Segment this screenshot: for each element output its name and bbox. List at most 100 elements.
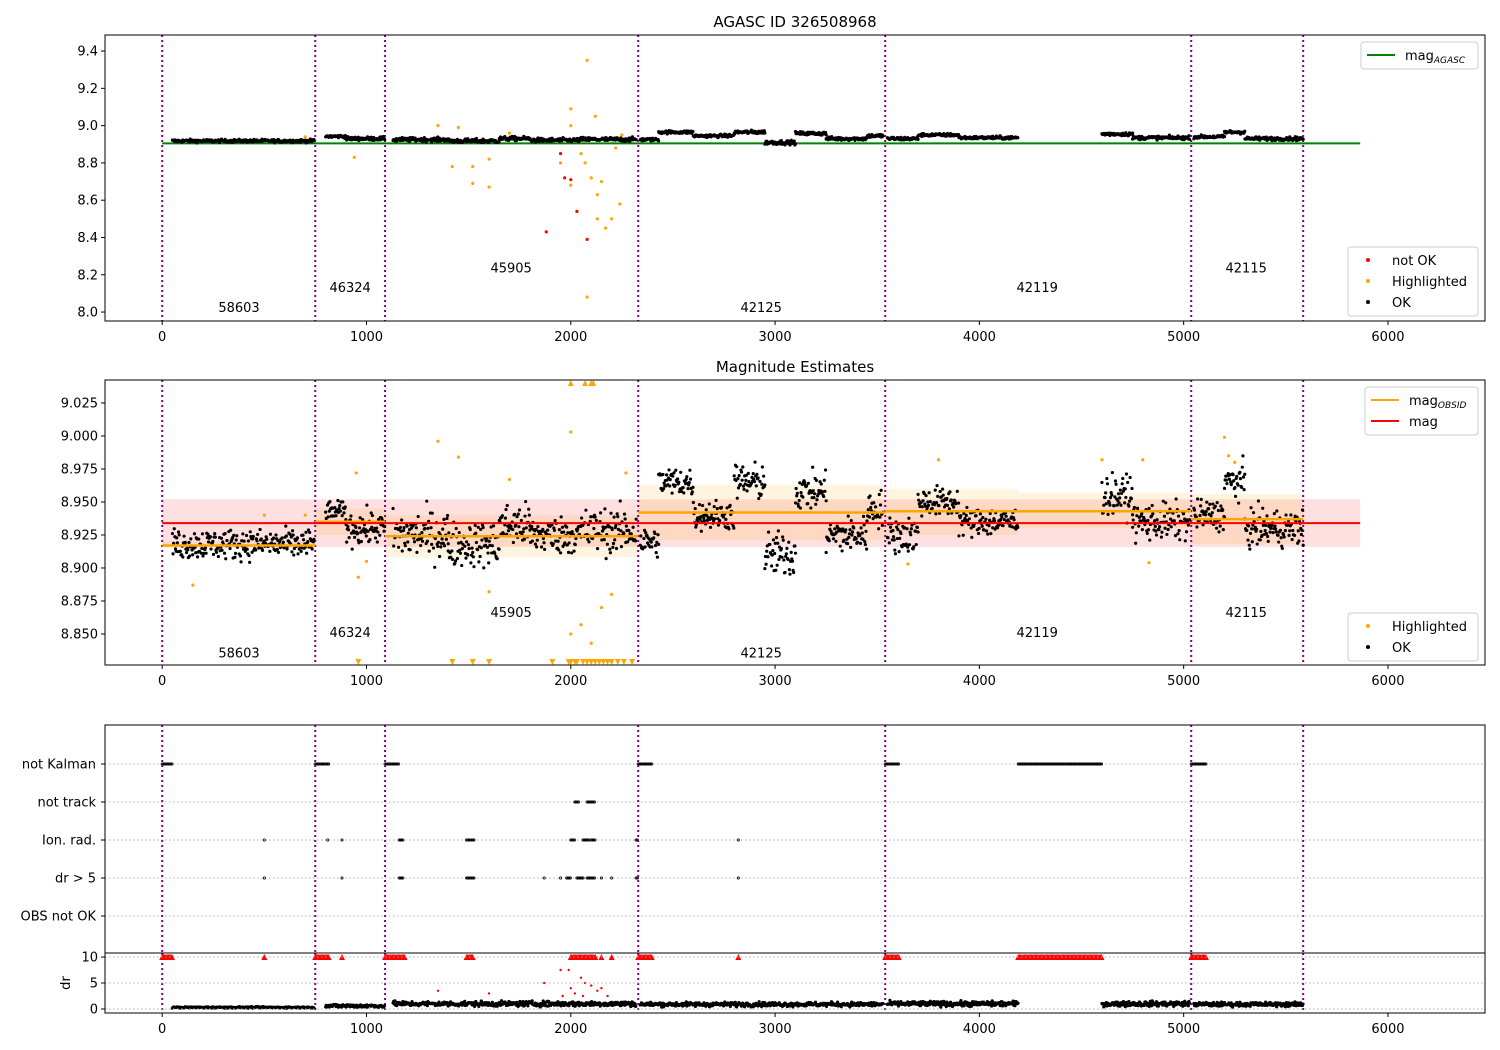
ok-point [824,550,828,555]
ok-point [199,551,203,555]
ok-point [440,537,444,541]
highlighted-point [569,430,573,434]
ok-point [1219,504,1223,508]
ok-point [216,554,220,559]
ok-point [1160,530,1164,534]
ok-point [926,503,931,507]
highlighted-point [936,458,941,462]
ok-point [867,515,872,519]
ok-point [213,532,217,536]
ok-point [1120,482,1124,486]
ok-point [1146,518,1150,523]
ok-point [592,526,596,531]
ok-point [737,473,741,478]
ok-point [430,511,434,515]
ok-point [1119,491,1124,496]
ok-point [557,548,561,552]
dr-point [515,1000,519,1004]
highlighted-point [507,477,512,482]
ok-point [765,549,769,553]
ok-point [449,555,453,559]
ok-point [819,482,823,486]
ok-point [186,548,190,552]
ok-point [1265,514,1269,518]
ok-point [654,551,658,555]
ok-point [1148,538,1152,542]
highlighted-point [1100,458,1104,462]
ok-point [1159,535,1163,539]
ok-point [398,525,403,530]
ok-point [402,526,406,530]
ok-point [824,499,828,503]
ok-point [668,478,672,482]
ok-point [850,533,854,537]
ok-point [1274,530,1278,534]
ok-point [243,549,247,553]
ok-point [546,528,550,532]
flag-marker [581,876,585,880]
ok-point [436,540,441,544]
flag-marker [610,876,614,880]
ok-point [643,545,647,549]
ok-point [1211,502,1215,506]
ok-point [924,493,928,498]
ok-point [691,500,695,505]
ok-point [491,524,496,528]
ok-point [827,539,831,543]
ok-point [1242,488,1246,492]
highlighted-point [569,124,573,128]
ok-point [1187,137,1192,141]
y-tick-label: 9.000 [61,429,98,444]
ok-point [691,129,695,134]
ok-point [1276,533,1280,537]
ok-point [333,505,337,510]
ok-point [865,519,869,523]
ok-point [650,545,654,549]
ok-point [292,546,296,551]
ok-point [344,518,348,522]
ok-point [773,541,777,545]
ok-point [721,515,725,519]
y-tick-label: 8.4 [77,231,98,246]
ok-point [1004,514,1008,518]
ok-point [756,476,760,480]
ok-point [1184,530,1189,534]
ok-point [358,516,362,520]
ok-point [1227,477,1232,481]
obsid-label: 58603 [218,646,259,661]
ok-point [732,474,736,478]
ok-point [707,502,711,506]
ok-point [572,549,576,553]
y-tick-label: 8.900 [61,561,98,576]
flag-marker [397,762,401,766]
ok-point [416,514,420,519]
ok-point [861,537,865,541]
ok-point [515,514,519,519]
ok-point [774,568,778,572]
ok-point [214,550,219,554]
ok-point [849,545,853,549]
ok-point [1224,478,1228,482]
ok-point [1187,518,1192,522]
y-tick-label: 9.2 [77,82,98,97]
highlighted-point [436,124,440,128]
ok-point [353,535,357,539]
ok-point [852,526,856,530]
ok-point [1288,529,1292,533]
highlighted-point [471,165,475,169]
ok-point [574,536,578,541]
ok-point [495,557,499,561]
ok-point [584,508,588,512]
clipped-low-marker [620,659,627,665]
ok-point [941,487,945,491]
ok-point [1232,479,1236,483]
ok-point [909,533,913,537]
ok-point [1178,538,1182,542]
ok-point [777,557,781,562]
ok-point [603,507,607,511]
ok-point [618,499,622,503]
ok-point [511,527,515,532]
ok-point [1299,532,1303,537]
ok-point [697,503,702,507]
y-tick-label: 9.0 [77,119,98,134]
